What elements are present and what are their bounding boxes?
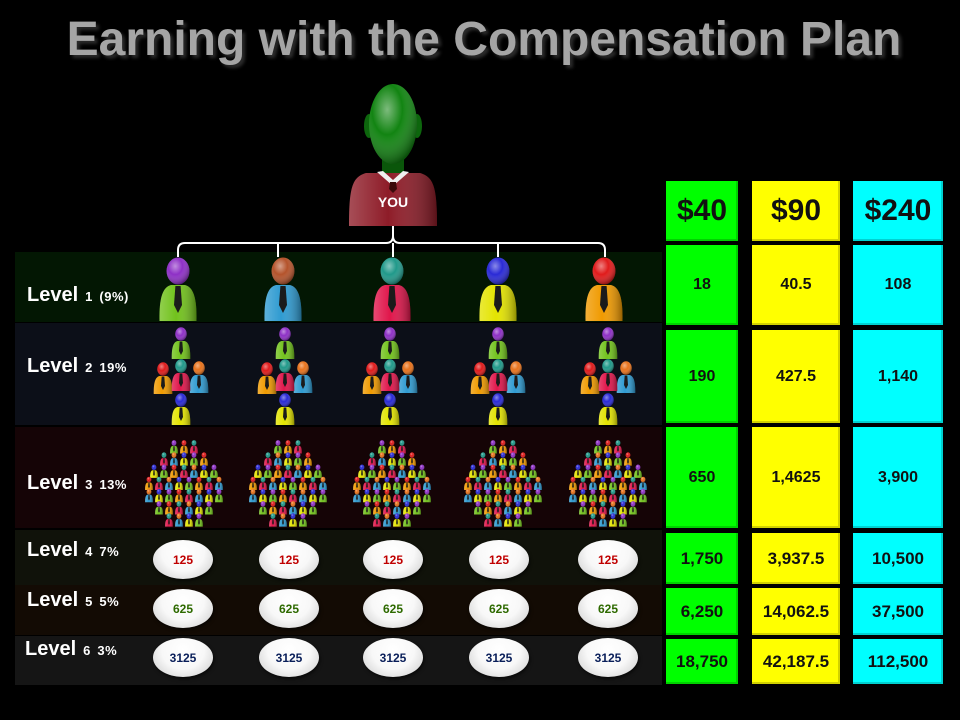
level-number: 1 bbox=[85, 289, 93, 304]
level-word: Level bbox=[25, 638, 77, 660]
earnings-cell: 112,500 bbox=[853, 639, 943, 684]
member-count-oval: 125 bbox=[363, 540, 423, 579]
level-number: 6 bbox=[83, 643, 91, 658]
level-word: Level bbox=[27, 284, 79, 306]
level-percent: 13% bbox=[99, 477, 127, 492]
earnings-cell: 37,500 bbox=[853, 588, 943, 635]
you-neck bbox=[382, 150, 404, 176]
member-count-oval: 625 bbox=[469, 589, 529, 628]
earnings-cell: 3,937.5 bbox=[752, 533, 840, 584]
level-number: 4 bbox=[85, 544, 93, 559]
you-ear-right bbox=[412, 114, 422, 138]
earnings-cell: 1,4625 bbox=[752, 427, 840, 528]
you-collar bbox=[377, 171, 409, 186]
earnings-cell: 40.5 bbox=[752, 245, 840, 325]
level-percent: (9%) bbox=[99, 289, 129, 304]
level-number: 2 bbox=[85, 360, 93, 375]
member-count-oval: 3125 bbox=[578, 638, 638, 677]
level-1-label: Level 1 (9%) bbox=[27, 283, 129, 307]
member-count-oval: 125 bbox=[469, 540, 529, 579]
you-tie bbox=[389, 182, 397, 193]
level-3-row-band bbox=[15, 427, 662, 528]
earnings-column-header: $90 bbox=[752, 181, 840, 241]
earnings-cell: 108 bbox=[853, 245, 943, 325]
member-count-oval: 125 bbox=[259, 540, 319, 579]
member-count-oval: 3125 bbox=[363, 638, 423, 677]
member-count-oval: 3125 bbox=[153, 638, 213, 677]
level-percent: 3% bbox=[97, 643, 118, 658]
earnings-cell: 1,140 bbox=[853, 330, 943, 423]
slide-title: Earning with the Compensation Plan bbox=[66, 13, 902, 66]
member-count-oval: 625 bbox=[259, 589, 319, 628]
level-5-label: Level 5 5% bbox=[27, 588, 119, 612]
level-word: Level bbox=[27, 539, 79, 561]
level-number: 3 bbox=[85, 477, 93, 492]
you-head bbox=[369, 84, 417, 164]
member-count-oval: 625 bbox=[153, 589, 213, 628]
earnings-cell: 650 bbox=[666, 427, 738, 528]
level-6-label: Level 6 3% bbox=[25, 637, 117, 661]
earnings-cell: 18 bbox=[666, 245, 738, 325]
earnings-cell: 6,250 bbox=[666, 588, 738, 635]
level-1-row-band bbox=[15, 252, 662, 322]
level-percent: 5% bbox=[99, 594, 120, 609]
member-count-oval: 125 bbox=[153, 540, 213, 579]
earnings-cell: 3,900 bbox=[853, 427, 943, 528]
level-percent: 7% bbox=[99, 544, 120, 559]
level-2-label: Level 2 19% bbox=[27, 354, 127, 378]
member-count-oval: 3125 bbox=[469, 638, 529, 677]
level-5-row-band bbox=[15, 585, 662, 635]
you-label: YOU bbox=[377, 194, 409, 210]
level-2-row-band bbox=[15, 323, 662, 425]
level-6-row-band bbox=[15, 636, 662, 685]
member-count-oval: 125 bbox=[578, 540, 638, 579]
earnings-cell: 1,750 bbox=[666, 533, 738, 584]
level-word: Level bbox=[27, 472, 79, 494]
earnings-column-header: $40 bbox=[666, 181, 738, 241]
earnings-cell: 14,062.5 bbox=[752, 588, 840, 635]
level-4-row-band bbox=[15, 530, 662, 585]
earnings-cell: 10,500 bbox=[853, 533, 943, 584]
level-word: Level bbox=[27, 355, 79, 377]
earnings-cell: 18,750 bbox=[666, 639, 738, 684]
you-ear-left bbox=[364, 114, 374, 138]
earnings-column-header: $240 bbox=[853, 181, 943, 241]
earnings-cell: 42,187.5 bbox=[752, 639, 840, 684]
earnings-cell: 190 bbox=[666, 330, 738, 423]
level-3-label: Level 3 13% bbox=[27, 471, 127, 495]
earnings-cell: 427.5 bbox=[752, 330, 840, 423]
you-head-shading bbox=[369, 84, 417, 164]
member-count-oval: 625 bbox=[363, 589, 423, 628]
member-count-oval: 3125 bbox=[259, 638, 319, 677]
member-count-oval: 625 bbox=[578, 589, 638, 628]
level-4-label: Level 4 7% bbox=[27, 538, 119, 562]
level-percent: 19% bbox=[99, 360, 127, 375]
level-word: Level bbox=[27, 589, 79, 611]
level-number: 5 bbox=[85, 594, 93, 609]
